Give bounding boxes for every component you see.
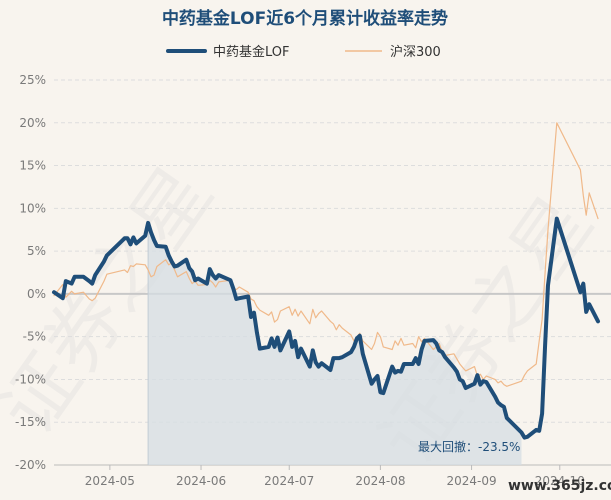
y-tick-label: 20% [19,116,46,130]
y-tick-label: -10% [15,372,46,386]
x-tick-label: 2024-08 [355,474,405,488]
x-tick-label: 2024-09 [446,474,496,488]
x-tick-label: 2024-07 [264,474,314,488]
series-line-hs300 [53,122,599,387]
series-line-fund [52,216,600,440]
legend: 中药基金LOF 沪深300 [166,44,441,60]
legend-label-fund: 中药基金LOF [213,44,290,60]
x-tick-label: 2024-06 [176,474,226,488]
y-axis: 25% 20% 15% 10% 5% 0% -5% -10% -15% -20% [15,73,46,472]
series-lines [52,122,600,440]
legend-label-index: 沪深300 [390,44,441,60]
x-tick-label: 2024-10 [535,474,585,488]
x-tick-label: 2024-05 [85,474,135,488]
y-tick-label: -15% [15,415,46,429]
y-tick-label: 10% [19,201,46,215]
drawdown-label: 最大回撤：-23.5% [418,439,520,454]
website-watermark: www.365jz.com [508,478,611,494]
y-tick-label: -5% [23,330,46,344]
y-tick-label: 15% [19,159,46,173]
drawdown-area [148,222,522,465]
y-tick-label: 25% [19,73,46,87]
y-tick-label: 5% [27,244,46,258]
drawdown-region [147,222,522,465]
y-tick-label: 0% [27,287,46,301]
gridlines [54,79,611,466]
chart-title: 中药基金LOF近6个月累计收益率走势 [162,8,448,29]
y-tick-label: -20% [15,458,46,472]
